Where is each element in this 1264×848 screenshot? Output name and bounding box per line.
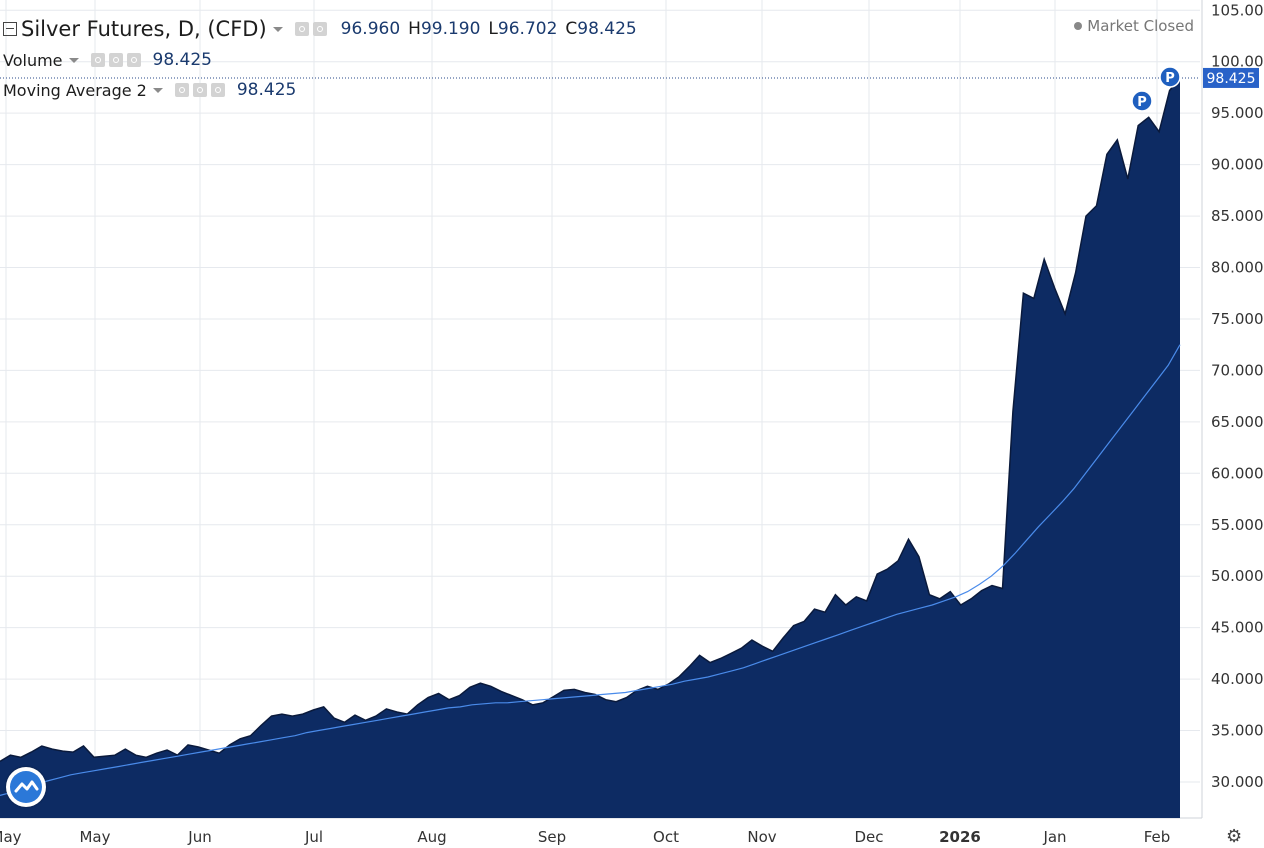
symbol-legend: Silver Futures, D, (CFD) 96.960 H 99.190… xyxy=(0,17,637,41)
lock-icon[interactable] xyxy=(174,83,189,97)
status-dot-icon xyxy=(1074,22,1083,30)
y-tick-label: 100.000 xyxy=(1211,53,1264,71)
y-tick-label: 60.000 xyxy=(1211,464,1264,482)
p-marker-icon xyxy=(1131,90,1153,112)
y-tick-label: 40.000 xyxy=(1211,670,1264,688)
y-tick-label: 75.000 xyxy=(1211,310,1264,328)
price-area-fill xyxy=(0,77,1180,818)
collapse-icon[interactable] xyxy=(3,22,17,36)
x-tick-label: Oct xyxy=(653,828,679,846)
open-value: 96.960 xyxy=(340,19,401,39)
moving-average-legend: Moving Average 2 98.425 xyxy=(3,80,296,100)
x-tick-label: 2026 xyxy=(939,828,981,846)
y-tick-label: 70.000 xyxy=(1211,361,1264,379)
x-tick-label: Jan xyxy=(1042,828,1066,846)
high-label: H xyxy=(408,19,421,39)
market-status: Market Closed xyxy=(1074,17,1194,35)
visibility-icon[interactable] xyxy=(294,22,309,36)
price-tag-label: 98.425 xyxy=(1207,71,1256,87)
high-value: 99.190 xyxy=(420,19,481,39)
y-tick-label: 85.000 xyxy=(1211,207,1264,225)
volume-label[interactable]: Volume xyxy=(3,50,63,70)
moving-average-label[interactable]: Moving Average 2 xyxy=(3,80,147,100)
moving-average-path xyxy=(0,344,1181,796)
x-tick-label: Aug xyxy=(417,828,446,846)
y-tick-label: 35.000 xyxy=(1211,722,1264,740)
p-marker-icon xyxy=(1159,66,1181,88)
refresh-icon[interactable] xyxy=(192,83,207,97)
x-tick-label: Dec xyxy=(854,828,883,846)
y-tick-label: 50.000 xyxy=(1211,567,1264,585)
p-marker-glyph: P xyxy=(1137,95,1147,110)
x-tick-label: Jul xyxy=(304,828,323,846)
volume-legend: Volume 98.425 xyxy=(3,50,212,70)
price-axis[interactable]: 105.000 100.000 95.000 90.000 85.000 80.000 75… xyxy=(1211,1,1264,791)
y-tick-label: 95.000 xyxy=(1211,104,1264,122)
y-tick-label: 45.000 xyxy=(1211,619,1264,637)
symbol-title[interactable]: Silver Futures, D, (CFD) xyxy=(21,17,267,41)
time-axis[interactable]: May May Jun Jul Aug Sep Oct Nov Dec 2026 Jan Feb xyxy=(0,828,1170,846)
price-tag-bg xyxy=(1203,67,1259,88)
close-label: C xyxy=(565,19,578,39)
x-tick-label: Feb xyxy=(1144,828,1171,846)
y-tick-label: 65.000 xyxy=(1211,413,1264,431)
low-label: L xyxy=(488,19,498,39)
moving-average-value: 98.425 xyxy=(236,80,297,100)
x-tick-label: Jun xyxy=(187,828,211,846)
tradingview-logo-icon[interactable] xyxy=(6,767,46,807)
settings-gear-icon[interactable]: ⚙ xyxy=(1226,826,1243,847)
chevron-down-icon[interactable] xyxy=(152,87,163,93)
gear-icon[interactable] xyxy=(312,22,327,36)
lock-icon[interactable] xyxy=(90,53,105,67)
volume-value: 98.425 xyxy=(152,50,212,70)
eye-icon[interactable] xyxy=(126,53,141,67)
x-tick-label: Sep xyxy=(538,828,566,846)
x-tick-label: May xyxy=(0,828,22,846)
eye-icon[interactable] xyxy=(210,83,225,97)
y-tick-label: 90.000 xyxy=(1211,156,1264,174)
chevron-down-icon[interactable] xyxy=(272,26,283,32)
price-area xyxy=(0,77,1181,818)
gear-icon[interactable] xyxy=(108,53,123,67)
x-tick-label: May xyxy=(79,828,110,846)
p-marker-glyph: P xyxy=(1165,71,1175,86)
x-tick-label: Nov xyxy=(747,828,776,846)
low-value: 96.702 xyxy=(497,19,558,39)
price-line xyxy=(0,77,1181,763)
y-tick-label: 55.000 xyxy=(1211,516,1264,534)
y-tick-label: 30.000 xyxy=(1211,773,1264,791)
chart-overlay: 98.425 P P xyxy=(0,66,1259,112)
moving-average-line xyxy=(0,344,1181,796)
y-tick-label: 105.000 xyxy=(1211,1,1264,19)
close-value: 98.425 xyxy=(577,19,637,39)
market-status-label: Market Closed xyxy=(1087,17,1194,35)
y-tick-label: 80.000 xyxy=(1211,259,1264,277)
chevron-down-icon[interactable] xyxy=(68,57,79,63)
